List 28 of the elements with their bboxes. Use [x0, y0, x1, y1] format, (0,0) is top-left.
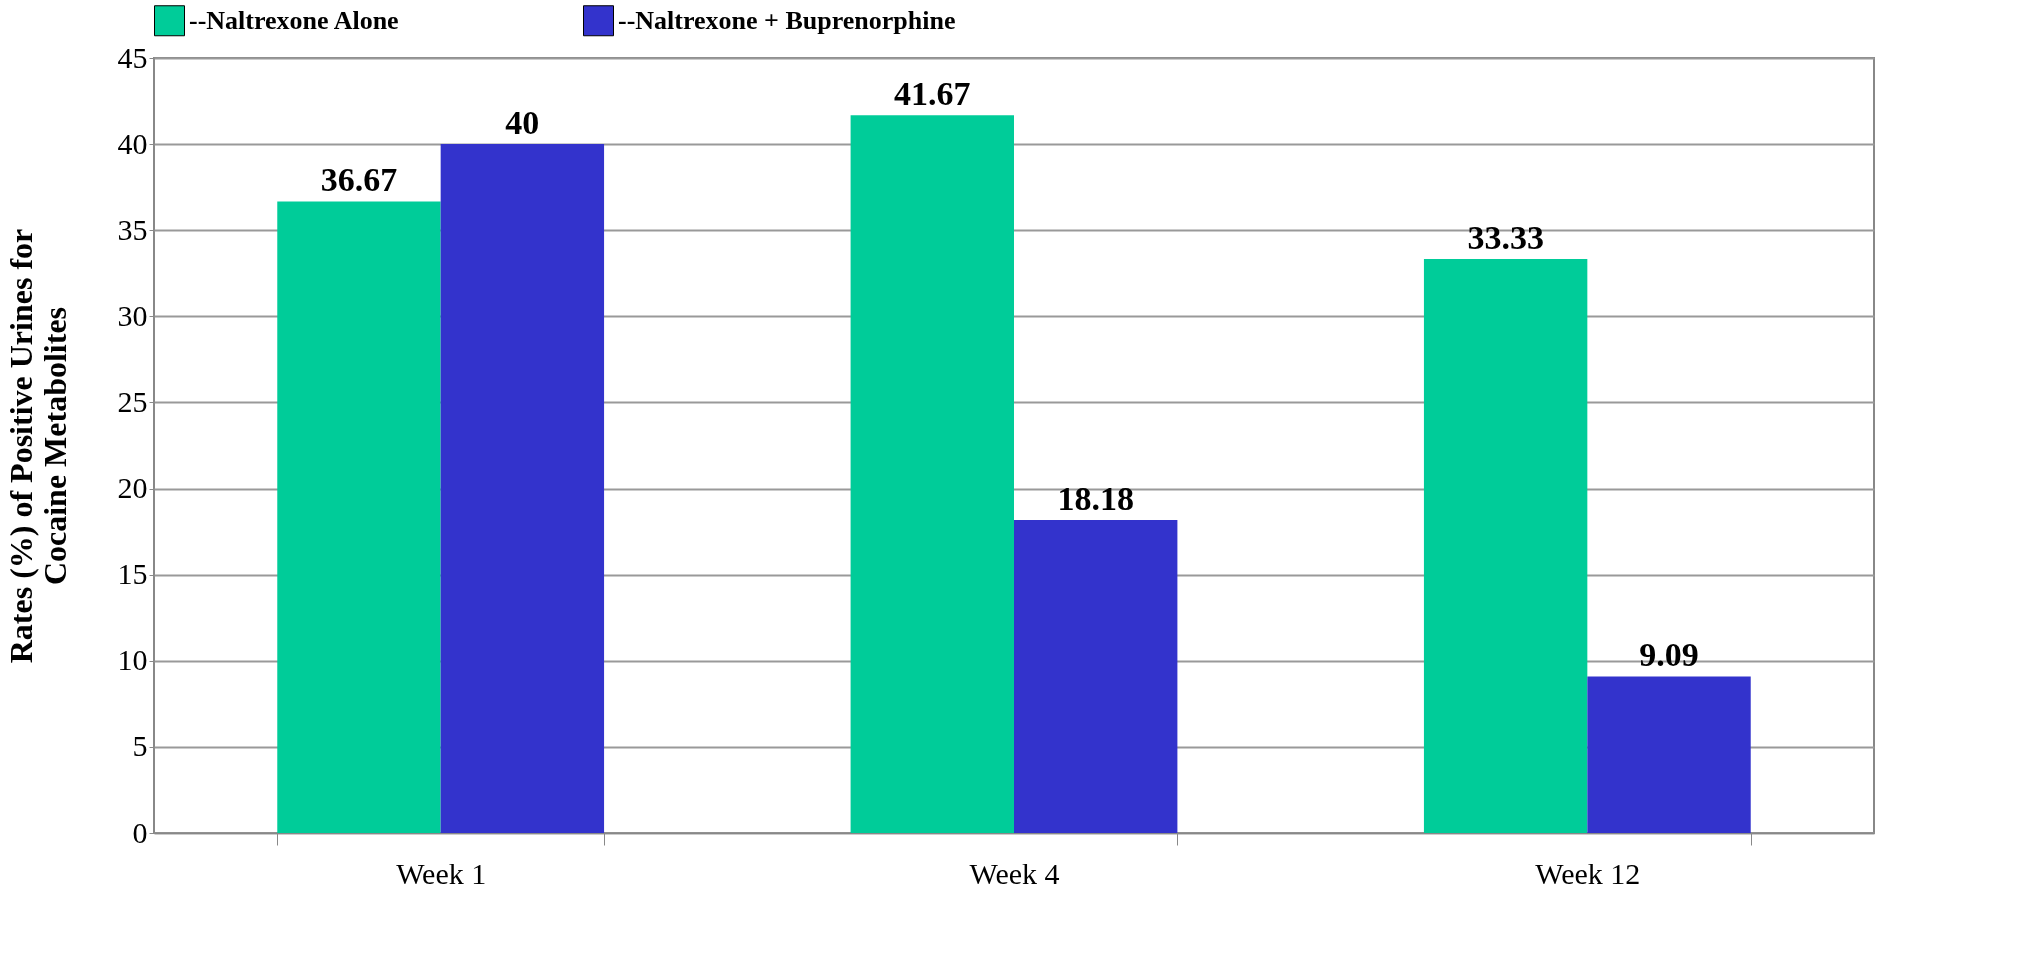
bar: [277, 201, 441, 833]
data-label: 41.67: [894, 75, 971, 113]
data-label: 18.18: [1057, 479, 1134, 517]
data-label: 40: [505, 104, 540, 142]
data-label: 36.67: [320, 161, 398, 199]
data-label: 9.09: [1639, 636, 1699, 674]
bar: [1014, 519, 1178, 833]
y-tick-label: 10: [117, 643, 148, 677]
bar: [1423, 258, 1588, 833]
x-tick-label: Week 12: [1535, 856, 1641, 890]
y-axis-title: Rates (%) of Positive Urines for Cocaine Metabolites: [2, 228, 73, 664]
y-tick-label: 0: [132, 815, 148, 849]
data-label: 33.33: [1467, 218, 1544, 256]
y-tick-label: 15: [117, 557, 148, 591]
legend-label: --Naltrexone Alone: [189, 5, 399, 35]
y-tick-label: 30: [117, 298, 148, 332]
y-tick-label: 20: [117, 471, 148, 505]
legend-label: --Naltrexone + Buprenorphine: [618, 5, 956, 35]
bar: [440, 144, 605, 833]
y-tick-label: 25: [117, 384, 148, 418]
bar: [1587, 676, 1751, 833]
y-tick-label: 5: [132, 729, 148, 763]
bar: [850, 115, 1014, 833]
y-tick-label: 45: [117, 40, 148, 74]
x-tick-label: Week 1: [396, 856, 487, 890]
y-tick-label: 35: [117, 212, 148, 246]
y-tick-label: 40: [117, 126, 148, 160]
x-tick-label: Week 4: [969, 856, 1060, 890]
